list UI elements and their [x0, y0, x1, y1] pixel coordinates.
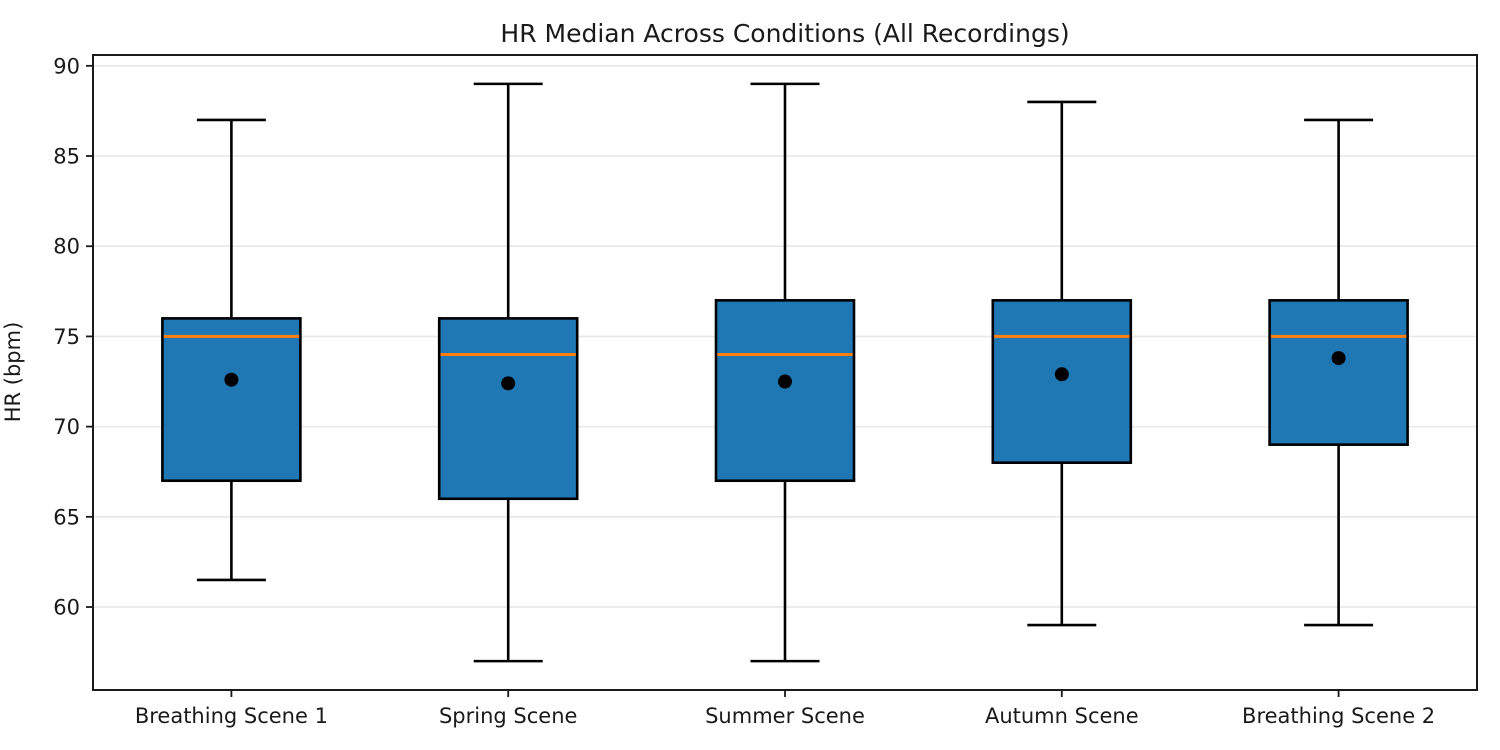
iqr-box	[714, 299, 856, 483]
boxes-layer	[161, 82, 1409, 663]
y-tick-label: 70	[53, 415, 80, 439]
y-tick-label: 65	[53, 505, 80, 529]
chart-title: HR Median Across Conditions (All Recordi…	[500, 19, 1070, 48]
x-tick-label: Spring Scene	[439, 704, 577, 728]
axis-ticks-layer: 60 65 70 75 80 85 90 Breathing Scene 1 Spring Sc…	[53, 54, 1435, 728]
y-tick-label: 75	[53, 325, 80, 349]
y-tick-label: 60	[53, 596, 80, 620]
x-tick-label: Breathing Scene 2	[1242, 704, 1435, 728]
mean-dot	[224, 372, 239, 387]
iqr-box	[161, 317, 302, 483]
mean-dot	[501, 376, 516, 391]
x-tick-label: Summer Scene	[705, 704, 865, 728]
mean-dot	[1331, 351, 1346, 366]
y-tick-label: 80	[53, 235, 80, 259]
iqr-box	[437, 317, 579, 501]
iqr-box	[1268, 299, 1409, 446]
mean-dot	[1054, 367, 1069, 382]
x-tick-label: Autumn Scene	[985, 704, 1139, 728]
mean-dot	[778, 374, 792, 389]
iqr-box	[991, 299, 1133, 464]
y-tick-label: 90	[53, 54, 80, 78]
y-tick-label: 85	[53, 145, 80, 169]
x-tick-label: Breathing Scene 1	[135, 704, 328, 728]
